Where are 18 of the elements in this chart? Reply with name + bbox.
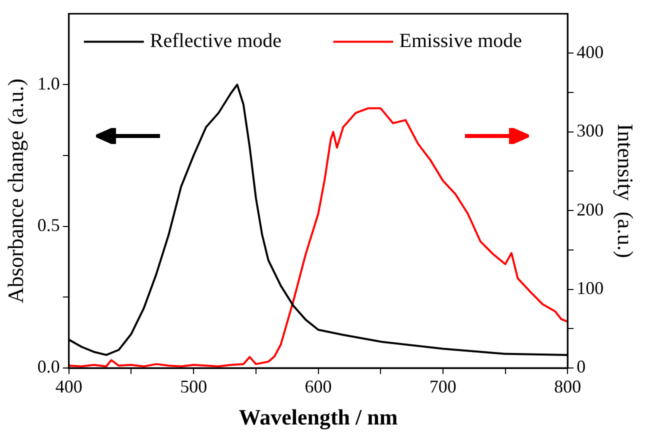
legend-label: Reflective mode (150, 30, 282, 52)
y2-tick-label: 100 (576, 278, 604, 298)
y-tick-label: 1.0 (37, 73, 60, 94)
y-axis-title: Absorbance change (a.u.) (2, 78, 28, 304)
x-tick-label: 400 (55, 376, 82, 397)
x-tick-label: 600 (304, 376, 332, 397)
y2-axis-title: Intensity (a.u.) (613, 124, 638, 258)
y-tick-label: 0.0 (37, 356, 60, 377)
x-tick-label: 500 (180, 376, 208, 397)
y2-tick-label: 300 (576, 120, 604, 141)
legend-label: Emissive mode (399, 30, 522, 52)
y-tick-label: 0.5 (37, 215, 60, 236)
x-axis-title: Wavelength / nm (238, 404, 398, 430)
y2-tick-label: 200 (576, 199, 604, 220)
x-tick-label: 800 (554, 376, 582, 397)
x-tick-label: 700 (429, 376, 456, 397)
y2-tick-label: 0 (576, 356, 586, 377)
y2-tick-label: 400 (576, 42, 604, 62)
